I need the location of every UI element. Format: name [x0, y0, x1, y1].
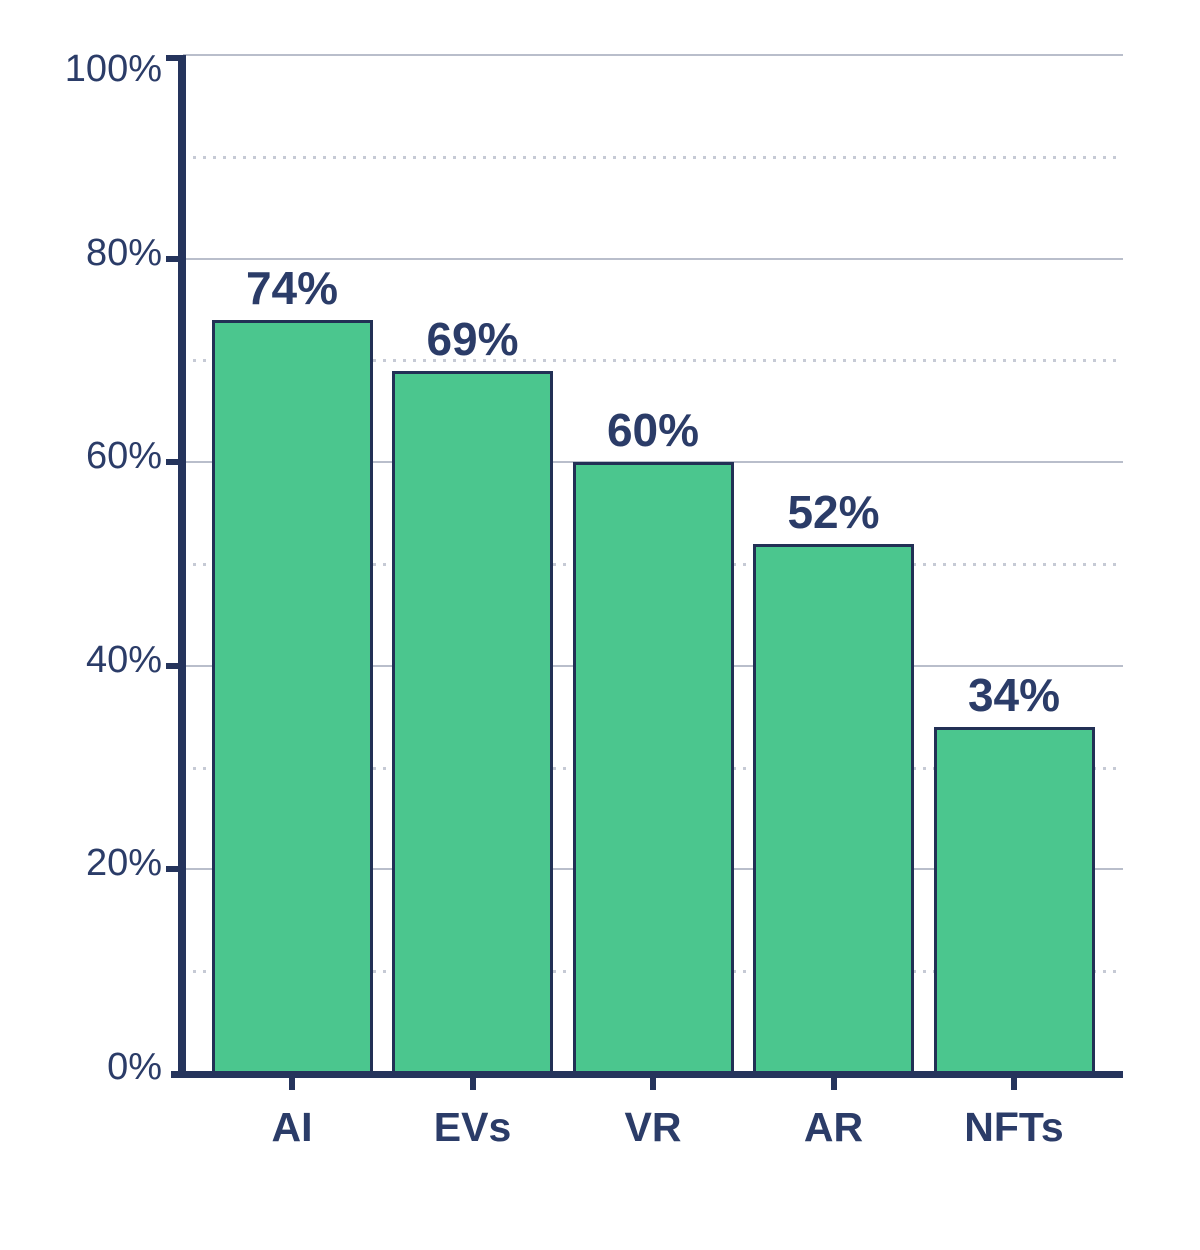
bar-evs [392, 370, 553, 1074]
bar-ai [211, 319, 373, 1074]
y-axis-tick-40 [166, 662, 186, 669]
x-axis-tick-nfts [1011, 1078, 1017, 1090]
bar-ar [753, 543, 914, 1074]
y-axis-tick-60 [166, 459, 186, 466]
y-axis-tick-label-80: 80% [85, 231, 162, 274]
y-axis-tick-20 [166, 866, 186, 873]
x-axis-category-label-ar: AR [803, 1104, 864, 1150]
x-axis-category-label-evs: EVs [433, 1104, 512, 1150]
bar-value-label-evs: 69% [426, 312, 519, 365]
y-axis-tick-100 [166, 55, 186, 61]
x-axis-tick-ar [830, 1078, 837, 1090]
y-axis-tick-label-40: 40% [85, 638, 162, 681]
gridline-major [183, 54, 1123, 56]
gridline-major [183, 257, 1123, 260]
bar-nfts [933, 726, 1095, 1074]
y-axis-line [178, 55, 186, 1078]
x-axis-category-label-nfts: NFTs [964, 1104, 1064, 1150]
bar-value-label-vr: 60% [606, 404, 700, 457]
x-axis-tick-ai [289, 1078, 295, 1090]
y-axis-tick-label-60: 60% [85, 435, 162, 478]
y-axis-tick-80 [166, 255, 186, 262]
x-axis-line [171, 1071, 1123, 1078]
x-axis-tick-vr [650, 1078, 656, 1090]
y-axis-tick-label-20: 20% [85, 842, 162, 885]
bar-value-label-ai: 74% [245, 261, 339, 314]
y-axis-tick-label-0: 0% [107, 1046, 162, 1088]
y-axis-tick-label-100: 100% [64, 48, 162, 90]
bar-value-label-nfts: 34% [967, 668, 1061, 721]
bar-vr [572, 462, 734, 1074]
x-axis-category-label-vr: VR [624, 1104, 682, 1150]
x-axis-tick-evs [469, 1078, 476, 1090]
bar-value-label-ar: 52% [787, 485, 880, 538]
gridline-minor [183, 155, 1123, 159]
x-axis-category-label-ai: AI [271, 1104, 313, 1150]
gridline-minor [183, 359, 1123, 363]
